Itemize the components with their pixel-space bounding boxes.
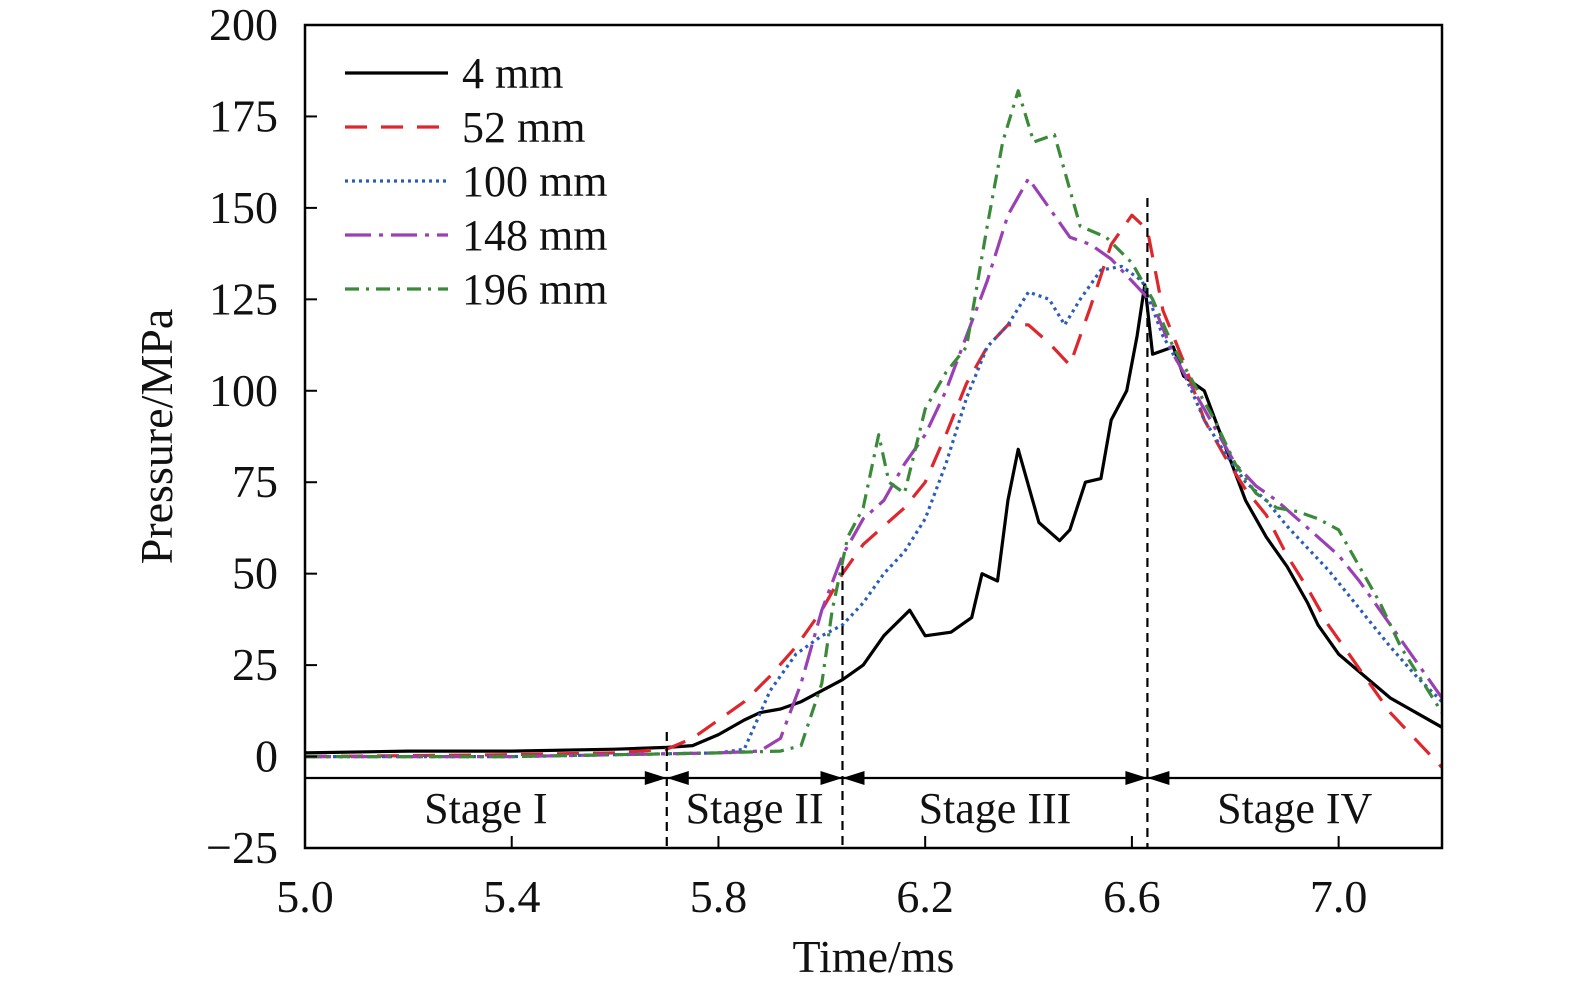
x-axis-title: Time/ms — [793, 931, 955, 982]
legend-label-4: 196 mm — [462, 265, 607, 314]
stage-arrow-left-2 — [1125, 771, 1148, 785]
x-tick-label: 6.2 — [896, 871, 954, 922]
x-tick-label: 5.8 — [690, 871, 748, 922]
plot-frame — [303, 23, 1444, 850]
stage-arrow-right-1 — [842, 771, 865, 785]
stage-arrow-right-0 — [666, 771, 689, 785]
stage-label-3: Stage III — [919, 784, 1072, 833]
series-line-1 — [304, 213, 1444, 769]
x-tick-label: 7.0 — [1310, 871, 1368, 922]
stage-label-2: Stage II — [686, 784, 824, 833]
y-tick-label: 25 — [232, 639, 278, 690]
series-line-3 — [305, 177, 1444, 759]
y-tick-label: 75 — [232, 456, 278, 507]
y-tick-label: 150 — [209, 182, 278, 233]
x-tick-label: 5.4 — [483, 871, 541, 922]
stage-label-4: Stage IV — [1217, 784, 1372, 833]
stage-annotations: Stage I Stage II Stage III Stage IV — [305, 198, 1442, 848]
axes: 5.0 5.4 5.8 6.2 6.6 7.0 200 175 150 125 100 75 50 25 0… — [206, 0, 1444, 922]
stage-arrow-left-0 — [644, 771, 667, 785]
y-tick-label: 0 — [255, 731, 278, 782]
legend-label-3: 148 mm — [462, 211, 607, 260]
series-line-4 — [305, 89, 1444, 759]
series-line-2 — [305, 264, 1444, 759]
stage-arrow-right-2 — [1147, 771, 1170, 785]
y-tick-label: 100 — [209, 365, 278, 416]
y-tick-label: −25 — [206, 822, 278, 873]
y-tick-label: 175 — [209, 90, 278, 141]
legend-label-0: 4 mm — [462, 49, 563, 98]
series-line-0 — [304, 283, 1443, 755]
y-tick-label: 50 — [232, 548, 278, 599]
x-tick-label: 6.6 — [1103, 871, 1161, 922]
y-tick-label: 125 — [209, 273, 278, 324]
legend-label-1: 52 mm — [462, 103, 585, 152]
plot-area — [304, 89, 1444, 769]
legend-label-2: 100 mm — [462, 157, 607, 206]
legend: 4 mm 52 mm 100 mm 148 mm 196 mm — [345, 49, 607, 314]
stage-arrow-left-1 — [820, 771, 843, 785]
stage-label-1: Stage I — [424, 784, 547, 833]
y-axis-title: Pressure/MPa — [131, 309, 182, 565]
y-tick-label: 200 — [209, 0, 278, 50]
x-tick-label: 5.0 — [276, 871, 334, 922]
